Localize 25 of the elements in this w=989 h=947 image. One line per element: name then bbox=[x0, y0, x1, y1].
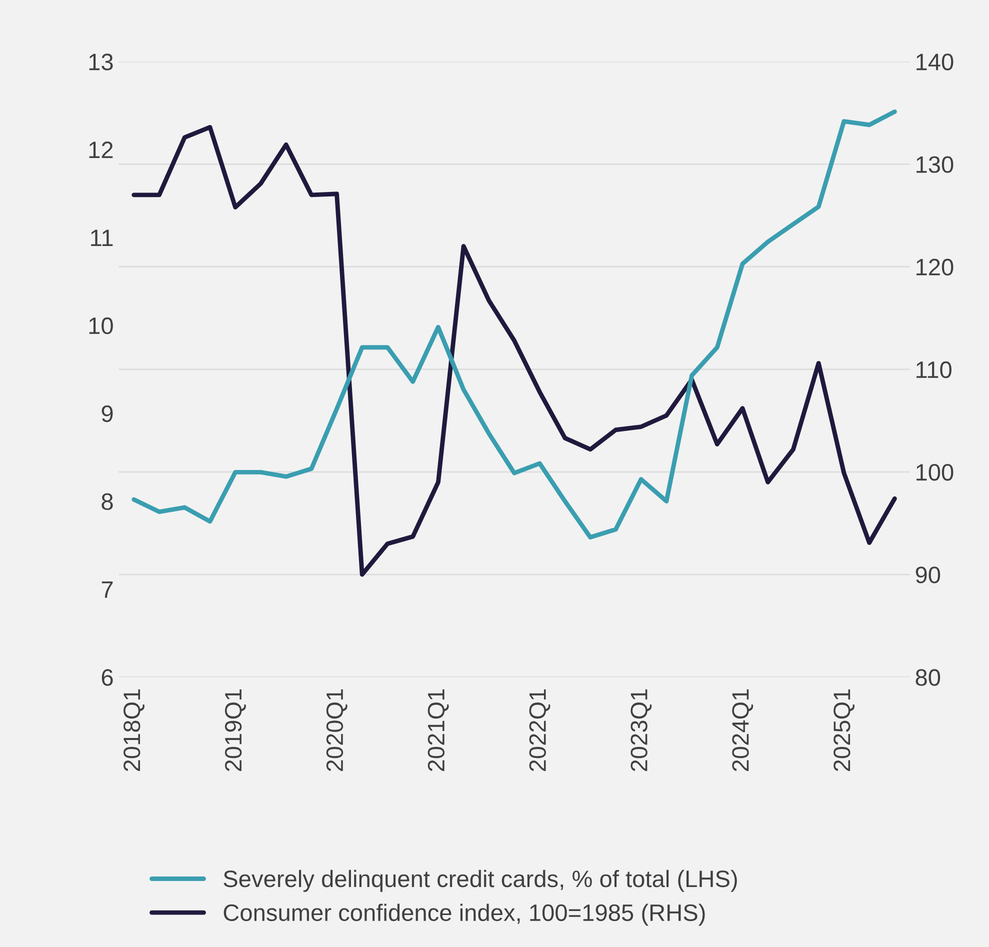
x-tick-label: 2018Q1 bbox=[124, 689, 144, 772]
y-tick-label: 11 bbox=[91, 230, 113, 246]
y2-tick-label: 120 bbox=[916, 258, 954, 276]
y2-tick-label: 100 bbox=[916, 464, 954, 481]
x-tick-label: 2023Q1 bbox=[630, 689, 652, 772]
y-tick-label: 13 bbox=[89, 54, 113, 70]
y-tick-label: 7 bbox=[102, 581, 113, 598]
y-tick-label: 6 bbox=[102, 669, 113, 686]
y-tick-label: 8 bbox=[102, 493, 113, 510]
y2-tick-label: 130 bbox=[916, 156, 954, 173]
x-tick-label: 2021Q1 bbox=[428, 689, 449, 772]
y2-tick-label: 140 bbox=[916, 54, 954, 70]
x-tick-label: 2025Q1 bbox=[834, 689, 855, 772]
y-tick-label: 12 bbox=[89, 142, 113, 158]
y2-tick-label: 110 bbox=[916, 361, 952, 378]
legend-label: Severely delinquent credit cards, % of total (LHS) bbox=[224, 870, 737, 892]
y2-tick-label: 80 bbox=[916, 669, 940, 686]
x-tick-label: 2022Q1 bbox=[529, 689, 550, 772]
x-tick-label: 2019Q1 bbox=[224, 689, 246, 772]
legend-label: Consumer confidence index, 100=1985 (RHS) bbox=[224, 904, 705, 926]
y-tick-label: 9 bbox=[102, 405, 113, 422]
y-tick-label: 10 bbox=[89, 317, 113, 334]
x-tick-label: 2024Q1 bbox=[732, 689, 754, 772]
x-tick-label: 2020Q1 bbox=[326, 689, 348, 772]
y2-tick-label: 90 bbox=[916, 566, 940, 584]
